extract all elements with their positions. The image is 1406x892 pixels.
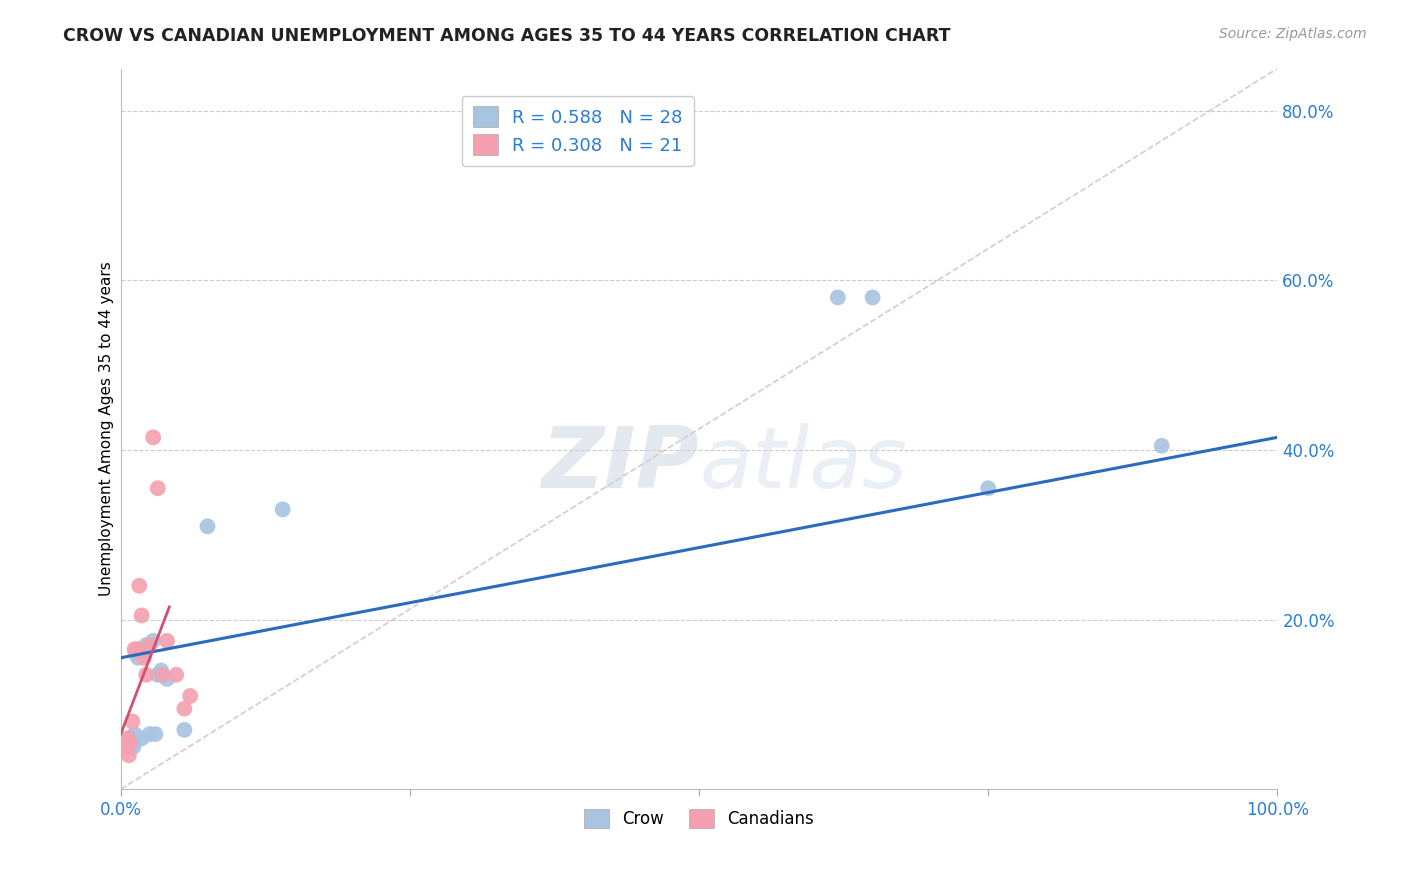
Point bbox=[146, 667, 169, 681]
Point bbox=[150, 667, 173, 681]
Point bbox=[117, 739, 139, 754]
Point bbox=[131, 731, 153, 746]
Point bbox=[156, 672, 179, 686]
Legend: Crow, Canadians: Crow, Canadians bbox=[578, 803, 821, 835]
Point bbox=[165, 667, 187, 681]
Text: CROW VS CANADIAN UNEMPLOYMENT AMONG AGES 35 TO 44 YEARS CORRELATION CHART: CROW VS CANADIAN UNEMPLOYMENT AMONG AGES… bbox=[63, 27, 950, 45]
Point bbox=[129, 642, 152, 657]
Point bbox=[121, 731, 143, 746]
Point bbox=[132, 647, 155, 661]
Point bbox=[122, 739, 145, 754]
Point bbox=[115, 735, 138, 749]
Point bbox=[197, 519, 219, 533]
Point bbox=[117, 731, 139, 746]
Point bbox=[862, 290, 884, 304]
Point bbox=[124, 642, 146, 657]
Point bbox=[127, 650, 149, 665]
Point bbox=[138, 638, 160, 652]
Point bbox=[146, 481, 169, 495]
Point bbox=[271, 502, 294, 516]
Point bbox=[145, 727, 167, 741]
Point bbox=[138, 727, 160, 741]
Point bbox=[112, 739, 135, 754]
Text: Source: ZipAtlas.com: Source: ZipAtlas.com bbox=[1219, 27, 1367, 41]
Point bbox=[135, 667, 157, 681]
Point bbox=[124, 727, 146, 741]
Point bbox=[827, 290, 849, 304]
Point bbox=[179, 689, 201, 703]
Point bbox=[112, 739, 135, 754]
Point bbox=[132, 650, 155, 665]
Point bbox=[118, 739, 141, 754]
Point bbox=[118, 731, 141, 746]
Point bbox=[125, 642, 148, 657]
Point bbox=[173, 701, 195, 715]
Point bbox=[135, 638, 157, 652]
Point bbox=[125, 647, 148, 661]
Point bbox=[121, 714, 143, 729]
Point bbox=[150, 664, 173, 678]
Text: atlas: atlas bbox=[699, 424, 907, 507]
Point bbox=[142, 633, 165, 648]
Point bbox=[118, 748, 141, 763]
Point bbox=[156, 633, 179, 648]
Y-axis label: Unemployment Among Ages 35 to 44 years: Unemployment Among Ages 35 to 44 years bbox=[100, 261, 114, 596]
Point bbox=[173, 723, 195, 737]
Point bbox=[1150, 439, 1173, 453]
Point bbox=[131, 608, 153, 623]
Point bbox=[128, 579, 150, 593]
Point bbox=[114, 739, 136, 754]
Point bbox=[118, 735, 141, 749]
Text: ZIP: ZIP bbox=[541, 424, 699, 507]
Point bbox=[120, 735, 142, 749]
Point bbox=[115, 735, 138, 749]
Point bbox=[977, 481, 1000, 495]
Point bbox=[142, 430, 165, 444]
